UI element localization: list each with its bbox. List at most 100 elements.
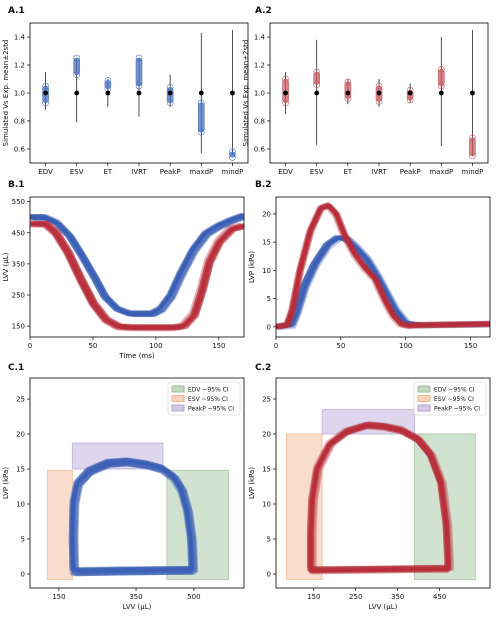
y-tick-label: 20 <box>262 210 271 218</box>
y-tick-label: 550 <box>12 198 25 206</box>
y-axis-label: LVP (kPa) <box>248 467 256 499</box>
legend-label: PeakP ~95% CI <box>434 406 480 413</box>
y-tick-label: 5 <box>267 295 271 303</box>
legend-frame <box>413 381 487 416</box>
y-tick-label: 250 <box>12 292 25 300</box>
y-tick-label: 1.2 <box>14 62 25 70</box>
sim-point <box>344 95 352 102</box>
ensemble-line <box>276 204 490 329</box>
x-tick-label: 150 <box>52 593 65 601</box>
exp-mean-point <box>105 90 111 96</box>
sim-point <box>104 77 112 84</box>
x-tick-label: PeakP <box>400 168 421 176</box>
panel-label: A.2 <box>255 6 272 16</box>
y-tick-label: 25 <box>262 396 271 404</box>
y-axis-label: Simulated Vs Exp. mean±2std <box>242 40 250 147</box>
legend-swatch <box>417 385 431 393</box>
ensemble-line <box>308 425 450 574</box>
ensemble-line <box>70 457 193 571</box>
axes-frame <box>29 377 245 589</box>
x-tick-label: IVRT <box>371 168 387 176</box>
sim-point <box>469 134 476 142</box>
sim-point <box>135 54 143 62</box>
plot-area <box>282 30 476 160</box>
ensemble-line <box>32 220 244 328</box>
ensemble-line <box>276 203 490 328</box>
panel-label: B.1 <box>8 180 25 190</box>
y-tick-label: 1.4 <box>254 34 266 42</box>
ensemble-line <box>30 212 244 314</box>
sim-point <box>135 82 143 90</box>
x-tick-label: ET <box>104 168 113 176</box>
ensemble-line <box>308 426 449 575</box>
ensemble-line <box>276 203 489 328</box>
legend-label: EDV ~95% CI <box>188 387 229 394</box>
x-tick-label: 150 <box>307 593 320 601</box>
ensemble-line <box>276 235 489 328</box>
ensemble-line <box>70 462 194 576</box>
x-tick-label: mindP <box>221 168 243 176</box>
exp-mean-point <box>136 90 142 96</box>
exp-mean-point <box>470 90 475 96</box>
ensemble-line <box>33 223 244 331</box>
series-line-0 <box>72 461 194 573</box>
legend: EDV ~95% CI ESV ~95% CI PeakP ~95% CI <box>413 381 487 416</box>
sim-point <box>437 65 445 73</box>
ensemble-line <box>33 221 244 329</box>
legend-swatch <box>171 404 185 412</box>
panel-A-1: A.1 0.6 0.8 1.0 1.2 1.4 EDV ESV ET IVRT PeakP maxdP… <box>2 6 249 176</box>
y-tick-label: 150 <box>12 323 25 331</box>
y-tick-label: 0 <box>21 571 25 579</box>
sim-point <box>73 71 81 79</box>
axes-frame <box>275 196 491 338</box>
ensemble-line <box>68 462 192 576</box>
sim-point <box>313 81 321 88</box>
series-line-1 <box>30 223 244 329</box>
x-tick-label: ET <box>344 168 353 176</box>
x-tick-label: maxdP <box>189 168 213 176</box>
y-tick-label: 1.0 <box>14 90 25 98</box>
x-axis-label: Time (ms) <box>118 352 155 360</box>
series-line-0 <box>276 236 490 328</box>
plot-area <box>46 442 230 581</box>
legend-label: ESV ~95% CI <box>188 396 228 403</box>
y-tick-label: 15 <box>16 466 25 474</box>
y-tick-label: 0 <box>267 571 271 579</box>
x-tick-label: ESV <box>310 168 324 176</box>
ensemble-line <box>276 203 490 328</box>
sim-point <box>229 154 236 161</box>
panel-label: B.2 <box>255 180 272 190</box>
sim-point <box>375 82 383 90</box>
ensemble-line <box>30 224 243 331</box>
y-axis-label: Simulated Vs Exp. mean±2std <box>2 40 10 147</box>
ensemble-line <box>309 422 450 571</box>
sim-point <box>166 99 174 107</box>
sim-point <box>197 99 205 107</box>
y-tick-label: 10 <box>262 267 271 275</box>
exp-mean-point <box>198 90 204 96</box>
x-tick-label: 350 <box>129 593 142 601</box>
ensemble-line <box>32 216 244 317</box>
ensemble-line <box>276 205 488 330</box>
plot-area <box>285 409 476 581</box>
x-tick-label: 0 <box>274 342 278 350</box>
panel-B-2: B.2 0 5 10 15 20 0 50 100 150 LVP (kPa) <box>248 180 491 350</box>
exp-mean-point <box>376 90 382 96</box>
x-tick-label: 150 <box>212 342 225 350</box>
ci-band-0 <box>166 469 230 581</box>
x-tick-label: 450 <box>433 593 446 601</box>
ensemble-line <box>276 202 490 328</box>
x-tick-label: 100 <box>399 342 412 350</box>
y-tick-label: 1.2 <box>254 62 265 70</box>
x-tick-label: 0 <box>28 342 32 350</box>
sim-point <box>166 84 174 91</box>
ensemble-line <box>33 221 244 328</box>
ensemble-line <box>30 215 242 317</box>
sim-point <box>197 128 205 136</box>
sim-range-ESV <box>313 71 321 85</box>
sim-point <box>344 78 352 86</box>
y-tick-label: 350 <box>12 260 25 268</box>
sim-point <box>282 75 289 83</box>
legend-swatch <box>417 404 431 412</box>
sim-range-mindP <box>469 137 476 157</box>
